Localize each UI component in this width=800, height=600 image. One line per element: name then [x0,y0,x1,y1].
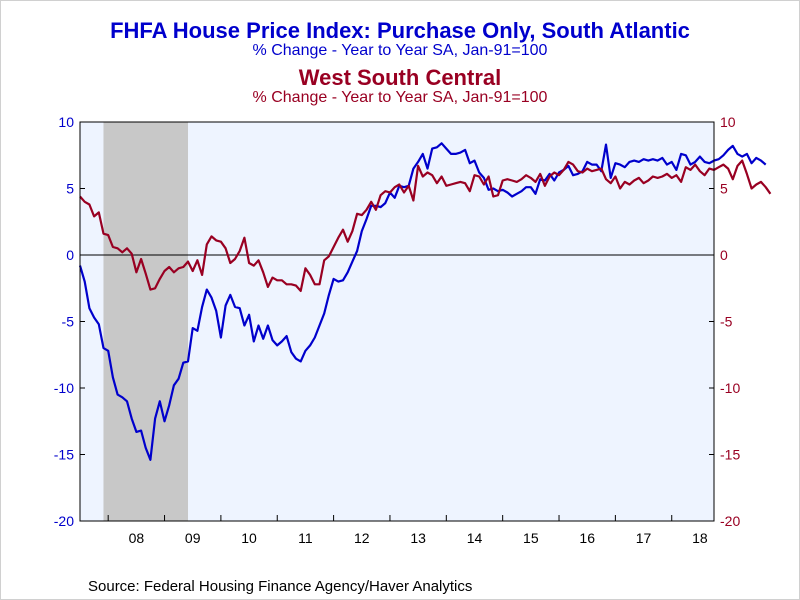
x-tick-label: 12 [354,530,370,546]
x-tick-label: 15 [523,530,539,546]
x-tick-label: 11 [298,530,313,546]
chart-title-2: West South Central [298,65,502,90]
x-tick-label: 14 [467,530,483,546]
y-left-tick-label: -15 [54,447,74,463]
x-tick-label: 09 [185,530,201,546]
y-right-tick-label: 0 [720,247,728,263]
chart-title: FHFA House Price Index: Purchase Only, S… [110,18,690,43]
axis-layer: 10 5 0 -5 -10 -15 -20 10 5 0 -5 -10 -15 -20 08 09 10 11 12… [54,114,741,546]
chart-subtitle: % Change - Year to Year SA, Jan-91=100 [252,42,548,59]
y-right-tick-label: -15 [720,447,740,463]
x-tick-label: 17 [636,530,652,546]
y-left-tick-label: 10 [58,114,74,130]
y-right-tick-label: 5 [720,181,728,197]
series-line-1 [78,142,767,461]
y-left-tick-label: -5 [62,314,75,330]
source-note: Source: Federal Housing Finance Agency/H… [88,578,473,595]
x-tick-label: 13 [410,530,426,546]
y-right-tick-label: -5 [720,314,733,330]
y-left-tick-label: 0 [66,247,74,263]
recession-shading [103,122,189,521]
y-right-tick-label: -20 [720,513,740,529]
x-tick-label: 10 [241,530,257,546]
y-left-tick-label: 5 [66,181,74,197]
y-right-tick-label: -10 [720,380,740,396]
chart-subtitle-2: % Change - Year to Year SA, Jan-91=100 [252,89,548,106]
series-layer [78,142,772,461]
x-tick-label: 18 [692,530,708,546]
x-tick-label: 16 [579,530,595,546]
x-tick-label: 08 [129,530,145,546]
series-line-2 [79,159,772,292]
y-left-tick-label: -10 [54,380,74,396]
y-left-tick-label: -20 [54,513,74,529]
y-right-tick-label: 10 [720,114,736,130]
